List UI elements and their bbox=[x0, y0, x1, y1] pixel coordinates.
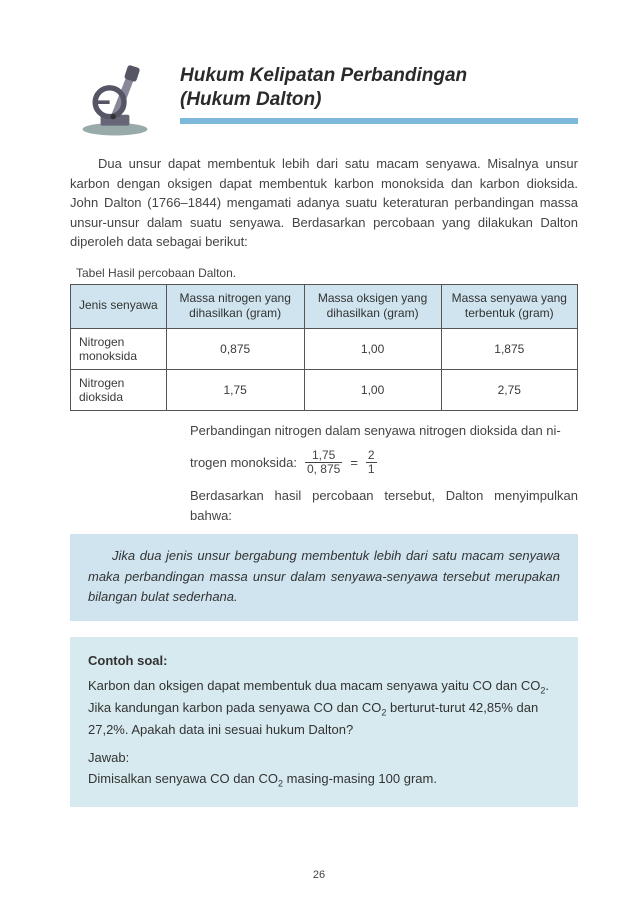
jawab-text-1: Dimisalkan senyawa CO dan CO bbox=[88, 771, 278, 786]
frac-num: 1,75 bbox=[312, 449, 335, 462]
conclusion-box: Jika dua jenis unsur bergabung membentuk… bbox=[70, 534, 578, 620]
title-line-1: Hukum Kelipatan Perbandingan bbox=[180, 65, 467, 86]
cell: 2,75 bbox=[441, 369, 577, 410]
example-body: Karbon dan oksigen dapat membentuk dua m… bbox=[88, 676, 560, 741]
cell: 1,75 bbox=[166, 369, 304, 410]
header-row: Hukum Kelipatan Perbandingan (Hukum Dalt… bbox=[70, 50, 578, 140]
cell: Nitrogen dioksida bbox=[71, 369, 167, 410]
after-table-line-2: Berdasarkan hasil percobaan tersebut, Da… bbox=[190, 486, 578, 526]
title-block: Hukum Kelipatan Perbandingan (Hukum Dalt… bbox=[180, 50, 578, 124]
th-nitrogen: Massa nitrogen yang dihasilkan (gram) bbox=[166, 284, 304, 328]
page-title: Hukum Kelipatan Perbandingan (Hukum Dalt… bbox=[180, 64, 578, 112]
fraction-2: 2 1 bbox=[366, 449, 377, 476]
frac-den: 1 bbox=[366, 462, 377, 476]
table-header-row: Jenis senyawa Massa nitrogen yang dihasi… bbox=[71, 284, 578, 328]
table-row: Nitrogen monoksida 0,875 1,00 1,875 bbox=[71, 328, 578, 369]
cell: 0,875 bbox=[166, 328, 304, 369]
frac-den: 0, 875 bbox=[305, 462, 342, 476]
title-underline bbox=[180, 118, 578, 124]
example-text-1: Karbon dan oksigen dapat membentuk dua m… bbox=[88, 678, 540, 693]
microscope-icon bbox=[70, 50, 160, 140]
table-row: Nitrogen dioksida 1,75 1,00 2,75 bbox=[71, 369, 578, 410]
conclusion-text: Jika dua jenis unsur bergabung membentuk… bbox=[88, 548, 560, 603]
example-box: Contoh soal: Karbon dan oksigen dapat me… bbox=[70, 637, 578, 807]
equals-sign: = bbox=[350, 455, 358, 470]
jawab-text-2: masing-masing 100 gram. bbox=[283, 771, 437, 786]
title-line-2: (Hukum Dalton) bbox=[180, 89, 321, 110]
example-heading: Contoh soal: bbox=[88, 651, 560, 672]
ratio-label: trogen monoksida: bbox=[190, 455, 297, 470]
cell: 1,00 bbox=[304, 328, 441, 369]
cell: Nitrogen monoksida bbox=[71, 328, 167, 369]
dalton-table: Jenis senyawa Massa nitrogen yang dihasi… bbox=[70, 284, 578, 411]
jawab-label: Jawab: bbox=[88, 748, 560, 769]
table-caption: Tabel Hasil percobaan Dalton. bbox=[76, 266, 578, 280]
page-number: 26 bbox=[0, 869, 638, 881]
th-oksigen: Massa oksigen yang dihasilkan (gram) bbox=[304, 284, 441, 328]
frac-num: 2 bbox=[368, 449, 375, 462]
th-jenis: Jenis senyawa bbox=[71, 284, 167, 328]
intro-text: Dua unsur dapat membentuk lebih dari sat… bbox=[70, 156, 578, 249]
intro-paragraph: Dua unsur dapat membentuk lebih dari sat… bbox=[70, 154, 578, 252]
ratio-line: trogen monoksida: 1,75 0, 875 = 2 1 bbox=[190, 449, 578, 476]
after-table-line-1: Perbandingan nitrogen dalam senyawa nitr… bbox=[190, 421, 578, 441]
th-senyawa: Massa senyawa yang terbentuk (gram) bbox=[441, 284, 577, 328]
fraction-1: 1,75 0, 875 bbox=[305, 449, 342, 476]
jawab-body: Dimisalkan senyawa CO dan CO2 masing-mas… bbox=[88, 769, 560, 791]
cell: 1,875 bbox=[441, 328, 577, 369]
cell: 1,00 bbox=[304, 369, 441, 410]
